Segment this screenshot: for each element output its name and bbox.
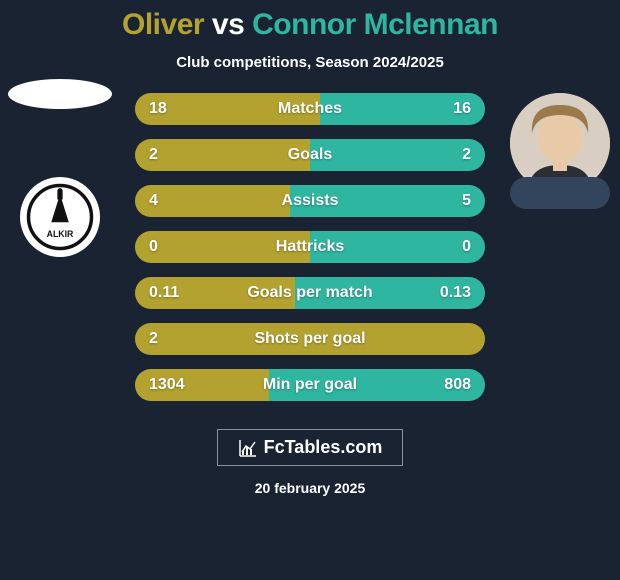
stat-bar: 18 Matches 16 (135, 93, 485, 125)
title-player2: Connor Mclennan (252, 8, 498, 41)
chart-icon (238, 438, 258, 458)
bar-fill-right (310, 139, 485, 171)
bar-label: Min per goal (263, 376, 357, 394)
bar-label: Goals (288, 146, 332, 164)
stat-bars: 18 Matches 16 2 Goals 2 4 Assists 5 0 Hattricks 0 0.… (135, 93, 485, 401)
bar-fill-left (135, 185, 290, 217)
bar-right-value: 808 (444, 376, 471, 394)
brand-box: FcTables.com (217, 429, 404, 466)
bar-right-value: 16 (453, 100, 471, 118)
bar-right-value: 2 (462, 146, 471, 164)
player1-ellipse (8, 79, 112, 109)
page-title: Oliver vs Connor Mclennan (122, 8, 498, 42)
bar-label: Assists (282, 192, 339, 210)
title-vs: vs (212, 8, 244, 41)
bar-label: Shots per goal (254, 330, 365, 348)
bar-right-value: 0 (462, 238, 471, 256)
subtitle: Club competitions, Season 2024/2025 (176, 54, 444, 71)
player1-club-badge: ALKIR (20, 177, 100, 257)
stat-bar: 1304 Min per goal 808 (135, 369, 485, 401)
bar-left-value: 4 (149, 192, 158, 210)
title-player1: Oliver (122, 8, 204, 41)
bar-left-value: 18 (149, 100, 167, 118)
bar-left-value: 1304 (149, 376, 185, 394)
bar-left-value: 2 (149, 146, 158, 164)
bar-label: Hattricks (276, 238, 344, 256)
brand-text: FcTables.com (264, 437, 383, 458)
bar-right-value: 0.13 (440, 284, 471, 302)
bar-left-value: 0.11 (149, 284, 179, 302)
bar-label: Goals per match (247, 284, 372, 302)
svg-text:ALKIR: ALKIR (47, 229, 74, 239)
player2-club-badge (510, 177, 610, 209)
footer-date: 20 february 2025 (255, 480, 366, 496)
bar-left-value: 0 (149, 238, 158, 256)
stat-bar: 2 Goals 2 (135, 139, 485, 171)
stats-area: ALKIR 18 Matches 16 2 Goals 2 4 Assists 5 0 Hattri… (0, 93, 620, 401)
bar-label: Matches (278, 100, 342, 118)
stat-bar: 0 Hattricks 0 (135, 231, 485, 263)
stat-bar: 2 Shots per goal (135, 323, 485, 355)
stat-bar: 0.11 Goals per match 0.13 (135, 277, 485, 309)
bar-fill-left (135, 139, 310, 171)
bar-right-value: 5 (462, 192, 471, 210)
stat-bar: 4 Assists 5 (135, 185, 485, 217)
bar-left-value: 2 (149, 330, 158, 348)
